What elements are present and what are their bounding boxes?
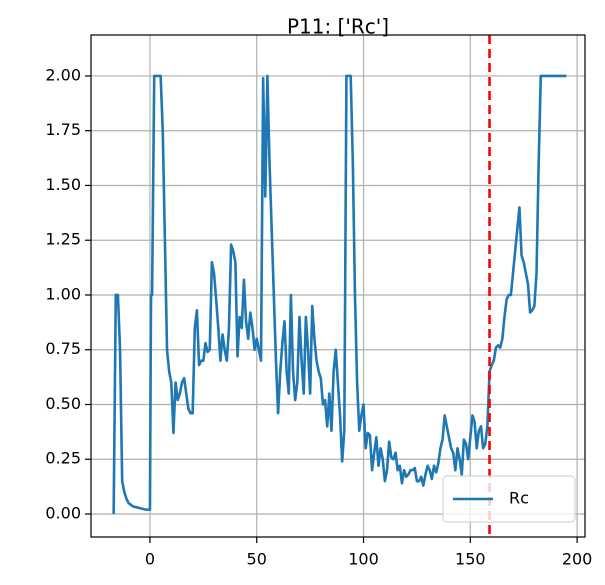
legend-box	[442, 475, 576, 523]
x-tick-label: 0	[145, 550, 155, 569]
y-tick-label: 0.25	[45, 449, 81, 468]
y-tick-label: 1.25	[45, 230, 81, 249]
y-tick-label: 0.00	[45, 504, 81, 523]
y-tick-label: 0.50	[45, 394, 81, 413]
data-line	[112, 74, 567, 515]
legend: Rc	[442, 475, 576, 523]
x-tick-label: 150	[455, 550, 486, 569]
plot-frame	[90, 34, 586, 538]
y-tick-label: 2.00	[45, 65, 81, 84]
y-tick-label: 1.50	[45, 175, 81, 194]
x-tick-label: 100	[348, 550, 379, 569]
legend-label: Rc	[509, 489, 529, 508]
x-tick-label: 200	[562, 550, 593, 569]
y-tick-label: 1.75	[45, 120, 81, 139]
y-tick-label: 1.00	[45, 284, 81, 303]
y-tick-label: 0.75	[45, 339, 81, 358]
x-tick-label: 50	[247, 550, 267, 569]
